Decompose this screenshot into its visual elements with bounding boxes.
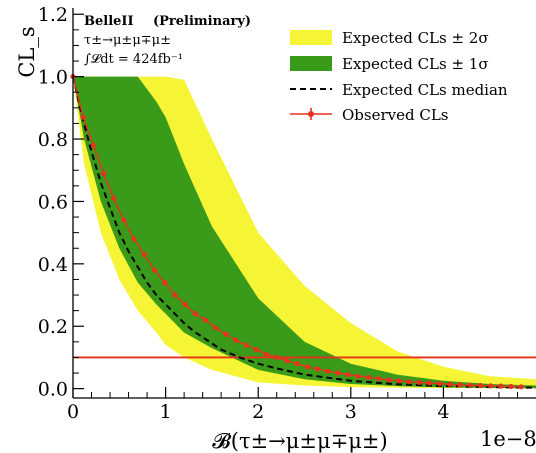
annotation-block: BelleII (Preliminary) τ±→μ±μ∓μ± ∫𝓛dt = 4…	[84, 14, 251, 67]
observed-point	[172, 292, 178, 298]
y-tick-label: 0.8	[38, 129, 68, 151]
observed-point	[243, 342, 249, 348]
observed-point	[284, 358, 290, 364]
observed-point	[314, 366, 321, 372]
observed-point	[131, 236, 137, 242]
observed-point	[192, 311, 198, 317]
observed-point	[416, 379, 422, 385]
observed-point	[488, 383, 494, 389]
observed-point	[355, 373, 361, 379]
x-tick-label: 1	[160, 401, 172, 423]
observed-point	[457, 382, 463, 388]
observed-point	[396, 378, 402, 384]
observed-point	[304, 364, 310, 370]
x-tick-label: 3	[345, 401, 357, 423]
x-axis-label: 𝓑(τ±→μ±μ∓μ±)	[212, 429, 387, 453]
x-tick-label: 4	[437, 401, 449, 423]
legend-label-1sigma: Expected CLs ± 1σ	[342, 55, 489, 73]
observed-point	[447, 381, 453, 387]
observed-point	[345, 372, 351, 378]
observed-point	[335, 370, 341, 376]
observed-point	[365, 374, 371, 380]
observed-point	[263, 351, 270, 357]
annotation-decay: τ±→μ±μ∓μ±	[84, 33, 171, 48]
observed-point	[151, 267, 158, 273]
observed-point	[477, 382, 483, 389]
observed-point	[508, 383, 514, 390]
x-axis-multiplier: 1e−8	[480, 427, 536, 451]
legend-label-2sigma: Expected CLs ± 2σ	[342, 29, 489, 47]
observed-point	[386, 377, 392, 383]
series-expected-median-line	[72, 76, 536, 389]
observed-point	[101, 170, 107, 176]
y-tick-label: 1.0	[38, 67, 68, 89]
observed-point	[111, 195, 117, 201]
observed-point	[141, 251, 147, 258]
annotation-status: (Preliminary)	[153, 14, 251, 29]
observed-point	[90, 142, 96, 148]
observed-point	[274, 354, 280, 360]
legend-swatch-observed-marker	[308, 111, 314, 117]
y-tick-label: 1.2	[38, 4, 68, 26]
y-tick-label: 0.4	[38, 254, 68, 276]
x-tick-label: 2	[252, 401, 264, 423]
observed-point	[182, 301, 188, 307]
observed-point	[233, 337, 239, 343]
observed-point	[294, 361, 300, 367]
legend-label-median: Expected CLs median	[342, 81, 508, 99]
annotation-experiment: BelleII	[84, 14, 134, 29]
observed-point	[121, 217, 127, 223]
annotation-lumi: ∫𝓛dt = 424fb⁻¹	[84, 52, 183, 67]
observed-point	[437, 381, 443, 387]
observed-point	[223, 331, 229, 337]
observed-point	[213, 325, 219, 331]
observed-point	[426, 380, 433, 386]
legend-label-observed: Observed CLs	[342, 106, 449, 124]
observed-point	[253, 347, 259, 353]
observed-point	[202, 317, 208, 323]
observed-point	[467, 382, 473, 388]
legend-swatch-2sigma	[290, 30, 332, 45]
y-tick-label: 0.0	[38, 379, 68, 401]
band-1sigma	[73, 76, 536, 389]
y-tick-label: 0.2	[38, 316, 68, 338]
observed-point	[376, 376, 382, 382]
observed-point	[406, 379, 412, 385]
y-tick-label: 0.6	[38, 191, 68, 213]
observed-point	[518, 384, 524, 390]
legend: Expected CLs ± 2σ Expected CLs ± 1σ Expe…	[290, 29, 508, 124]
y-axis-label: CL_s	[15, 26, 39, 77]
plot-area: 0.0 0.2 0.4 0.6 0.8 1.0 1.2 0 1 2 3 4	[38, 4, 536, 423]
observed-point	[325, 368, 331, 374]
x-tick-label: 0	[67, 401, 79, 423]
legend-swatch-1sigma	[290, 56, 332, 71]
observed-point	[162, 280, 168, 286]
observed-point	[498, 383, 504, 389]
observed-point	[80, 114, 86, 120]
